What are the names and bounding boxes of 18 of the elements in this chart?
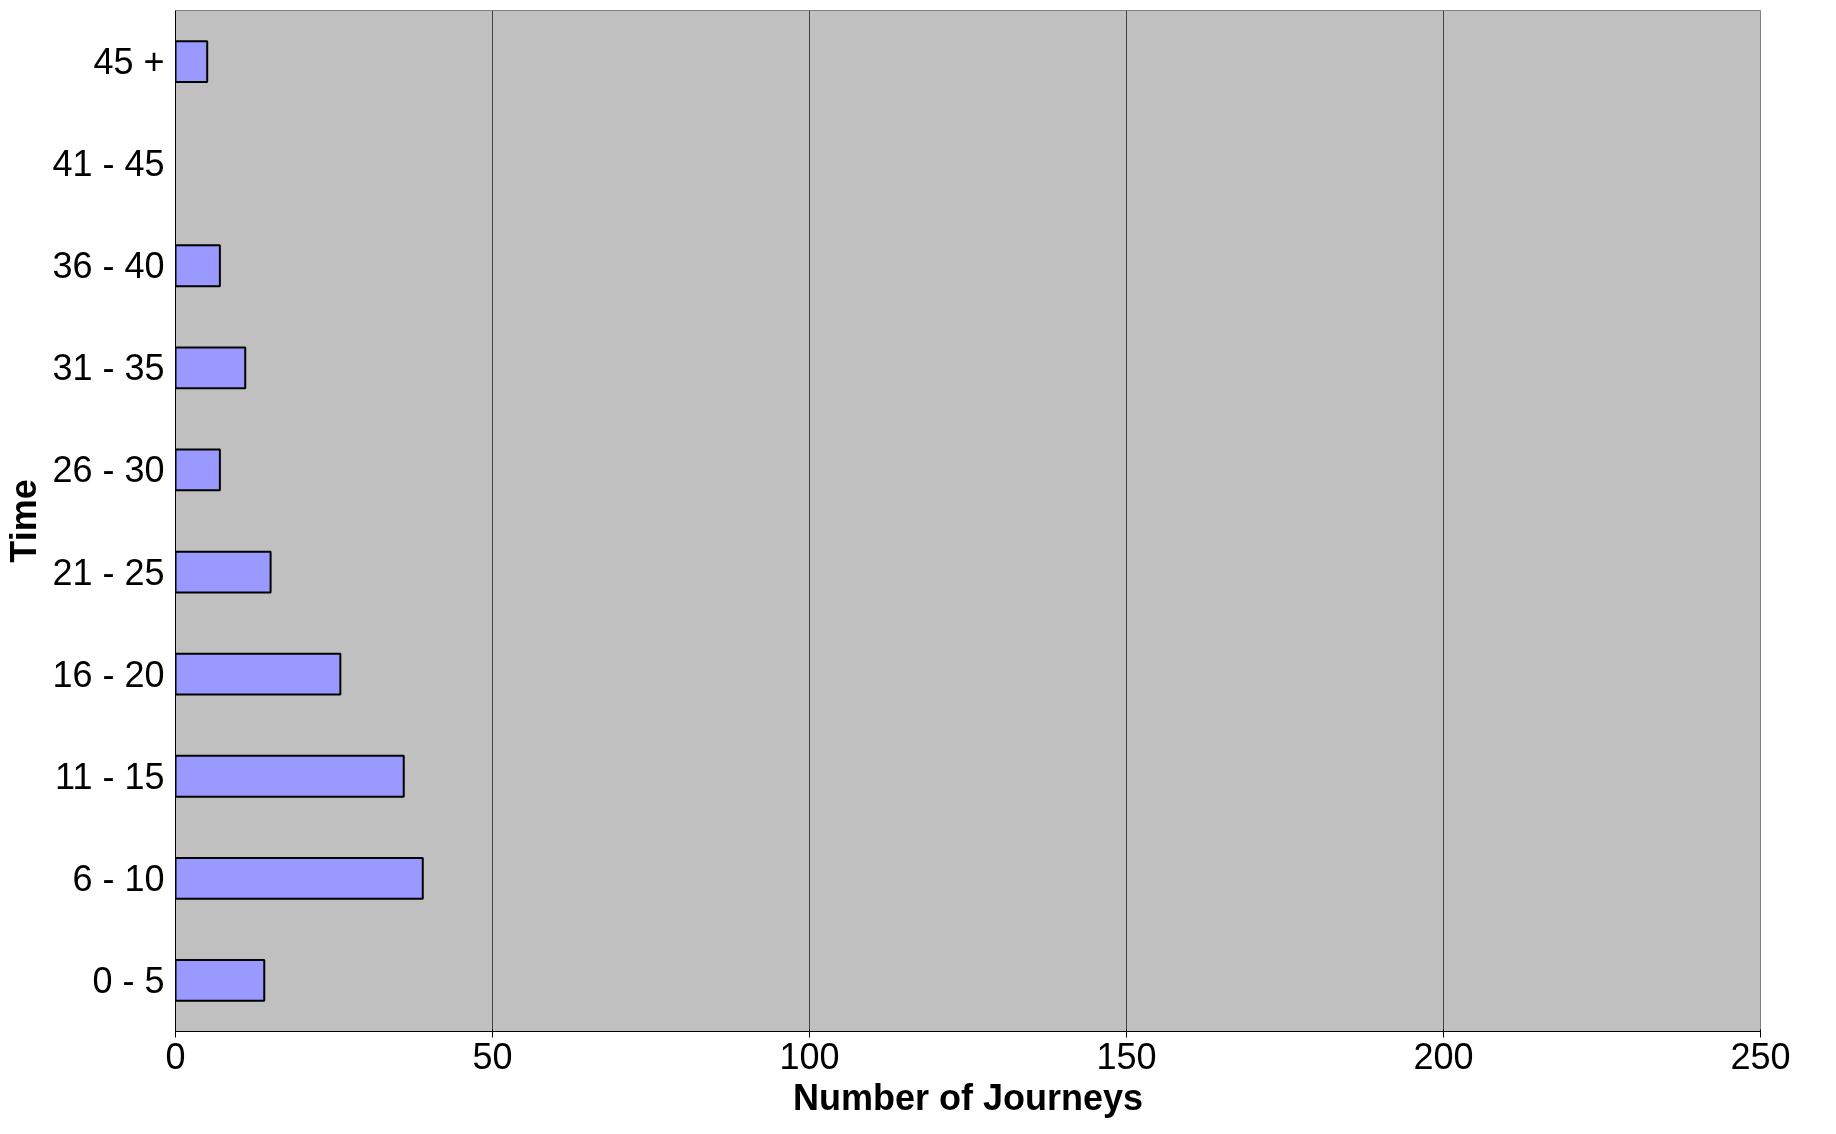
- y-axis-title: Time: [3, 479, 45, 563]
- x-tick-label: 50: [472, 1035, 513, 1077]
- x-tick-label: 0: [165, 1035, 186, 1077]
- x-tick-label: 100: [779, 1035, 840, 1077]
- y-tick-label: 41 - 45: [52, 143, 165, 185]
- y-tick-label: 11 - 15: [55, 755, 165, 797]
- y-tick-label: 45 +: [93, 41, 165, 83]
- y-tick-label: 31 - 35: [52, 347, 165, 389]
- y-tick-label: 0 - 5: [92, 959, 165, 1001]
- x-axis-title: Number of Journeys: [792, 1076, 1144, 1118]
- x-tick-label: 200: [1413, 1035, 1474, 1077]
- y-tick-label: 6 - 10: [72, 857, 165, 899]
- x-tick-label: 150: [1096, 1035, 1157, 1077]
- y-tick-label: 16 - 20: [52, 653, 165, 695]
- x-tick-label: 250: [1730, 1035, 1791, 1077]
- y-tick-label: 26 - 30: [52, 449, 165, 491]
- y-tick-label: 21 - 25: [52, 551, 165, 593]
- y-tick-label: 36 - 40: [52, 245, 165, 287]
